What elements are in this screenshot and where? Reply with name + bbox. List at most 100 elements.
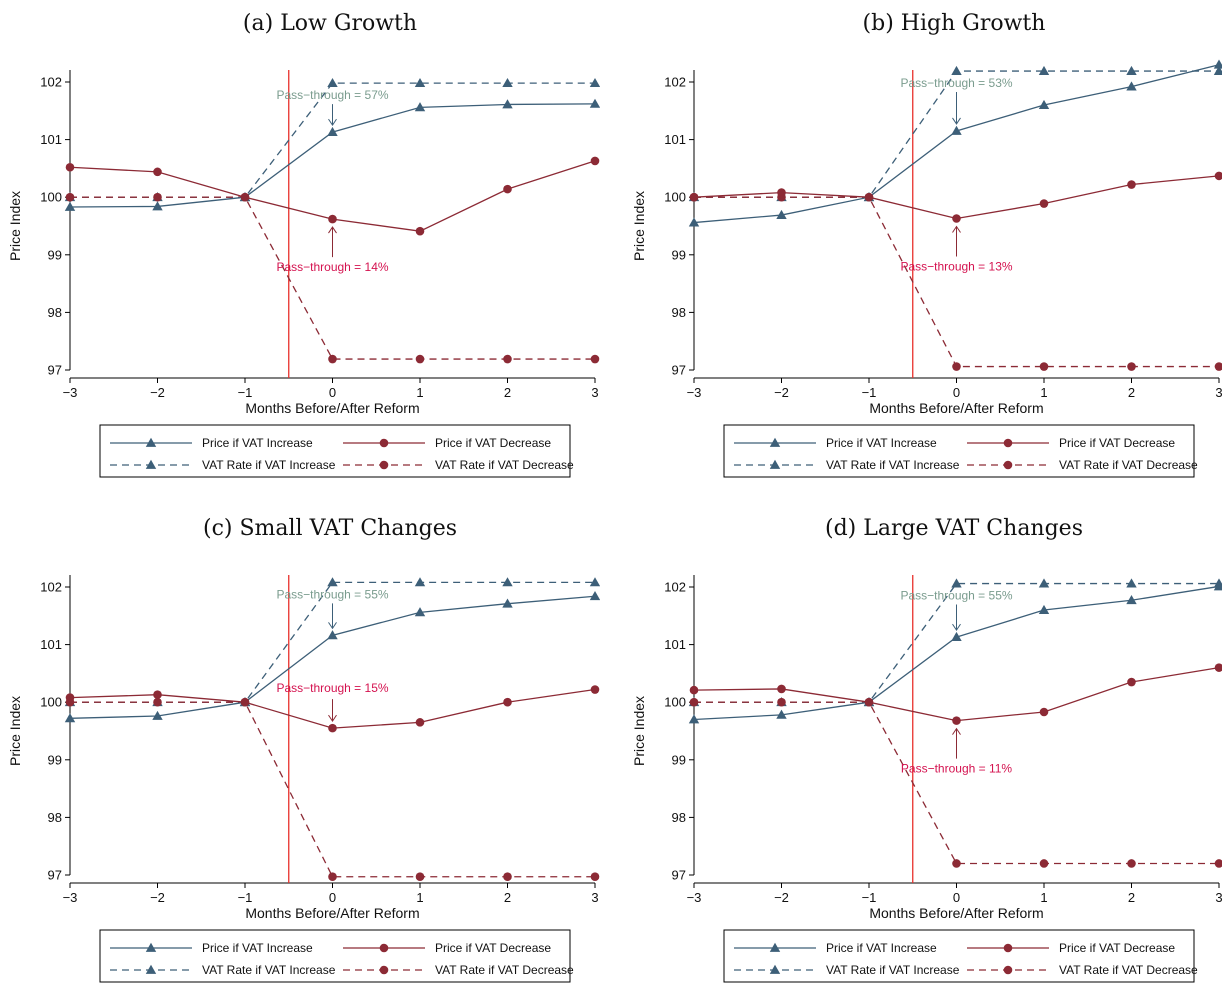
legend-label-vat-rate-decrease: VAT Rate if VAT Decrease xyxy=(1059,458,1198,472)
legend-marker-price-decrease xyxy=(379,943,389,953)
data-point-vat-rate-decrease xyxy=(1214,859,1222,868)
y-tick-label: 102 xyxy=(40,75,62,90)
y-tick-label: 101 xyxy=(664,637,686,652)
x-tick-label: 3 xyxy=(591,385,598,400)
data-point-vat-rate-decrease xyxy=(952,859,961,868)
data-point-vat-rate-increase xyxy=(589,577,600,587)
arrow-head-icon xyxy=(328,118,337,127)
panel-title: (a) Low Growth xyxy=(243,11,417,36)
data-point-price-increase xyxy=(688,217,700,227)
series-markers-price-increase xyxy=(64,98,600,211)
arrow-head-icon xyxy=(952,117,961,125)
data-point-vat-rate-decrease xyxy=(590,872,600,882)
legend-label-price-increase: Price if VAT Increase xyxy=(202,436,313,450)
data-point-price-increase xyxy=(589,98,600,108)
x-tick-label: 2 xyxy=(504,890,511,905)
legend-marker-price-increase xyxy=(145,437,157,447)
data-point-vat-rate-increase xyxy=(1038,65,1050,75)
legend: Price if VAT Increase Price if VAT Decrea… xyxy=(723,424,1198,478)
data-point-vat-rate-decrease xyxy=(328,354,337,364)
panel-title: (b) High Growth xyxy=(863,11,1046,36)
x-tick-label: −2 xyxy=(774,890,789,905)
legend-marker-price-increase xyxy=(769,437,781,447)
x-axis-label: Months Before/After Reform xyxy=(869,905,1043,921)
y-tick-label: 100 xyxy=(40,695,62,710)
y-tick-label: 100 xyxy=(40,190,62,205)
passthrough-decrease-label: Pass−through = 15% xyxy=(276,681,388,695)
x-tick-label: 1 xyxy=(1040,890,1047,905)
data-point-price-increase xyxy=(951,125,962,135)
legend-label-vat-rate-decrease: VAT Rate if VAT Decrease xyxy=(435,458,574,472)
y-tick-label: 98 xyxy=(672,305,686,320)
data-point-price-increase xyxy=(152,201,163,211)
data-point-price-decrease xyxy=(864,192,874,202)
data-point-vat-rate-increase xyxy=(589,77,600,88)
passthrough-increase-label: Pass−through = 55% xyxy=(900,589,1012,603)
data-point-vat-rate-increase xyxy=(1038,578,1050,588)
x-axis-label: Months Before/After Reform xyxy=(245,905,419,921)
panel-title: (d) Large VAT Changes xyxy=(825,516,1083,541)
data-point-vat-rate-decrease xyxy=(1039,859,1049,868)
y-tick-label: 100 xyxy=(664,190,686,205)
x-tick-label: −1 xyxy=(238,385,253,400)
legend: Price if VAT Increase Price if VAT Decrea… xyxy=(99,929,574,983)
y-tick-label: 97 xyxy=(672,868,686,883)
data-point-price-decrease xyxy=(328,723,337,733)
y-tick-label: 98 xyxy=(672,810,686,825)
x-tick-label: 1 xyxy=(1040,385,1047,400)
data-point-price-decrease xyxy=(240,697,250,707)
data-point-price-increase xyxy=(1213,59,1222,69)
legend: Price if VAT Increase Price if VAT Decrea… xyxy=(723,929,1198,983)
legend-label-price-increase: Price if VAT Increase xyxy=(826,941,937,955)
y-tick-label: 99 xyxy=(672,247,686,262)
x-tick-label: 3 xyxy=(1215,890,1222,905)
data-point-price-decrease xyxy=(503,184,512,194)
legend-label-price-increase: Price if VAT Increase xyxy=(202,941,313,955)
legend-marker-price-decrease xyxy=(1003,438,1013,448)
legend-label-price-decrease: Price if VAT Decrease xyxy=(1059,436,1175,450)
data-point-vat-rate-decrease xyxy=(777,697,786,707)
data-point-price-decrease xyxy=(65,693,75,702)
data-point-vat-rate-decrease xyxy=(153,697,162,707)
arrow-head-icon xyxy=(952,727,961,735)
data-point-price-decrease xyxy=(689,685,699,695)
y-tick-label: 99 xyxy=(672,752,686,767)
legend-box xyxy=(99,424,571,478)
data-point-price-decrease xyxy=(1127,677,1136,687)
x-tick-label: −1 xyxy=(862,385,877,400)
data-point-price-decrease xyxy=(777,684,786,694)
legend: Price if VAT Increase Price if VAT Decrea… xyxy=(99,424,574,478)
y-tick-label: 100 xyxy=(664,695,686,710)
data-point-price-increase xyxy=(1126,595,1137,605)
data-point-price-decrease xyxy=(415,226,425,236)
data-point-price-decrease xyxy=(689,192,699,202)
passthrough-decrease-label: Pass−through = 14% xyxy=(276,260,388,274)
data-point-price-decrease xyxy=(777,188,786,197)
x-tick-label: −3 xyxy=(63,385,78,400)
legend-marker-vat-rate-increase xyxy=(769,459,781,469)
data-point-price-decrease xyxy=(153,690,162,700)
data-point-price-increase xyxy=(64,201,76,211)
y-tick-label: 101 xyxy=(40,637,62,652)
data-point-price-decrease xyxy=(864,697,874,707)
data-point-price-decrease xyxy=(415,718,425,727)
data-point-vat-rate-decrease xyxy=(328,872,337,882)
legend-marker-price-decrease xyxy=(379,438,389,448)
chart-panel-2: (b) High Growth 97 98 99 100 101 102 −3 −2 −1 0 1 2 3… xyxy=(631,11,1222,478)
data-point-vat-rate-increase xyxy=(502,577,513,587)
y-tick-label: 102 xyxy=(664,580,686,595)
y-tick-label: 97 xyxy=(48,868,62,883)
data-point-vat-rate-decrease xyxy=(1039,362,1049,371)
data-point-price-increase xyxy=(327,126,338,137)
legend-box xyxy=(723,929,1195,983)
data-point-price-decrease xyxy=(153,167,162,177)
data-point-vat-rate-decrease xyxy=(952,362,961,371)
legend-label-vat-rate-increase: VAT Rate if VAT Increase xyxy=(202,963,336,977)
data-point-price-decrease xyxy=(590,685,600,694)
passthrough-increase-label: Pass−through = 55% xyxy=(276,587,388,601)
data-point-price-increase xyxy=(776,209,787,219)
x-tick-label: 1 xyxy=(416,890,423,905)
y-axis-label: Price Index xyxy=(7,191,23,261)
